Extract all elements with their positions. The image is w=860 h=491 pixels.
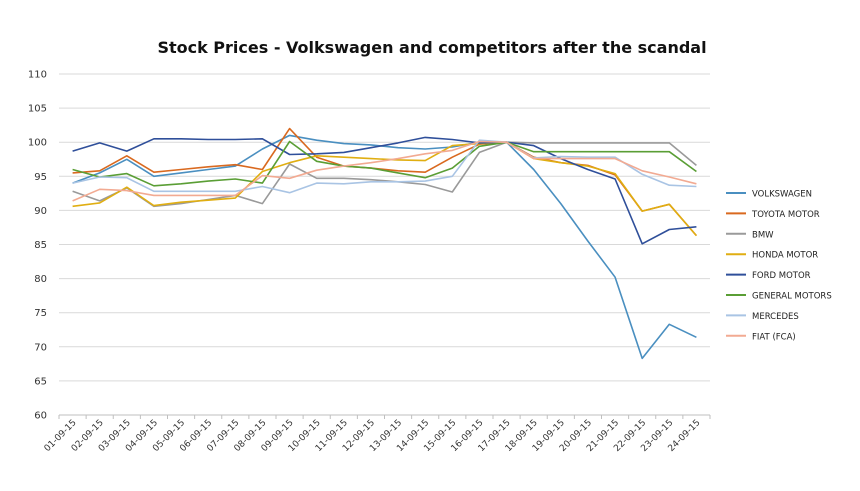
y-tick-label: 85 xyxy=(34,240,47,251)
y-tick-label: 65 xyxy=(34,376,47,387)
y-tick-label: 80 xyxy=(34,274,47,285)
grid xyxy=(59,73,710,416)
legend-label-mercedes: MERCEDES xyxy=(752,312,799,322)
series-lines xyxy=(72,127,698,360)
legend-label-toyota-motor: TOYOTA MOTOR xyxy=(751,210,820,220)
series-line-bmw xyxy=(72,141,697,208)
series-line-general-motors xyxy=(72,140,697,187)
y-tick-label: 70 xyxy=(34,342,47,353)
y-tick-label: 100 xyxy=(28,138,47,149)
legend-label-volkswagen: VOLKSWAGEN xyxy=(752,190,812,200)
series-line-fiat-fca xyxy=(72,140,697,202)
legend-label-general-motors: GENERAL MOTORS xyxy=(752,292,832,302)
y-tick-label: 95 xyxy=(34,172,47,183)
legend-label-bmw: BMW xyxy=(752,230,774,240)
axes: 606570758085909510010511001-09-1502-09-1… xyxy=(28,70,711,454)
legend-label-ford-motor: FORD MOTOR xyxy=(752,271,811,281)
y-tick-label: 90 xyxy=(34,206,47,217)
chart-title: Stock Prices - Volkswagen and competitor… xyxy=(157,38,706,57)
series-line-honda-motor xyxy=(72,141,698,237)
series-line-mercedes xyxy=(72,139,697,194)
y-tick-label: 75 xyxy=(34,308,47,319)
legend: VOLKSWAGEN TOYOTA MOTOR BMW HONDA MOTOR FORD… xyxy=(726,190,832,342)
series-line-volkswagen xyxy=(72,134,697,360)
series-line-ford-motor xyxy=(72,136,697,245)
legend-label-fiat-fca: FIAT (FCA) xyxy=(752,332,796,342)
y-tick-label: 105 xyxy=(28,104,47,115)
y-tick-label: 110 xyxy=(28,70,47,81)
legend-label-honda-motor: HONDA MOTOR xyxy=(752,251,818,261)
y-tick-label: 60 xyxy=(34,411,47,422)
